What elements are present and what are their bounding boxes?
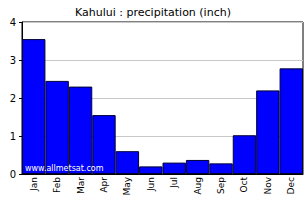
svg-text:Jul: Jul [169,177,179,189]
svg-text:1: 1 [10,131,16,142]
svg-text:May: May [122,176,132,195]
svg-text:Mar: Mar [76,177,86,194]
svg-text:Feb: Feb [52,177,62,193]
svg-text:4: 4 [10,17,16,28]
svg-text:Jun: Jun [146,177,156,192]
svg-text:www.allmetsat.com: www.allmetsat.com [25,164,104,173]
svg-text:3: 3 [10,55,16,66]
svg-text:Oct: Oct [239,177,249,193]
svg-text:Nov: Nov [263,176,273,194]
svg-text:0: 0 [10,169,16,180]
svg-text:Apr: Apr [99,177,109,193]
svg-text:Dec: Dec [286,177,296,194]
svg-text:Sep: Sep [216,177,226,194]
svg-text:2: 2 [10,93,16,104]
svg-text:Aug: Aug [193,177,203,195]
svg-text:Jan: Jan [29,177,39,192]
svg-text:Kahului : precipitation (inch): Kahului : precipitation (inch) [75,6,231,19]
